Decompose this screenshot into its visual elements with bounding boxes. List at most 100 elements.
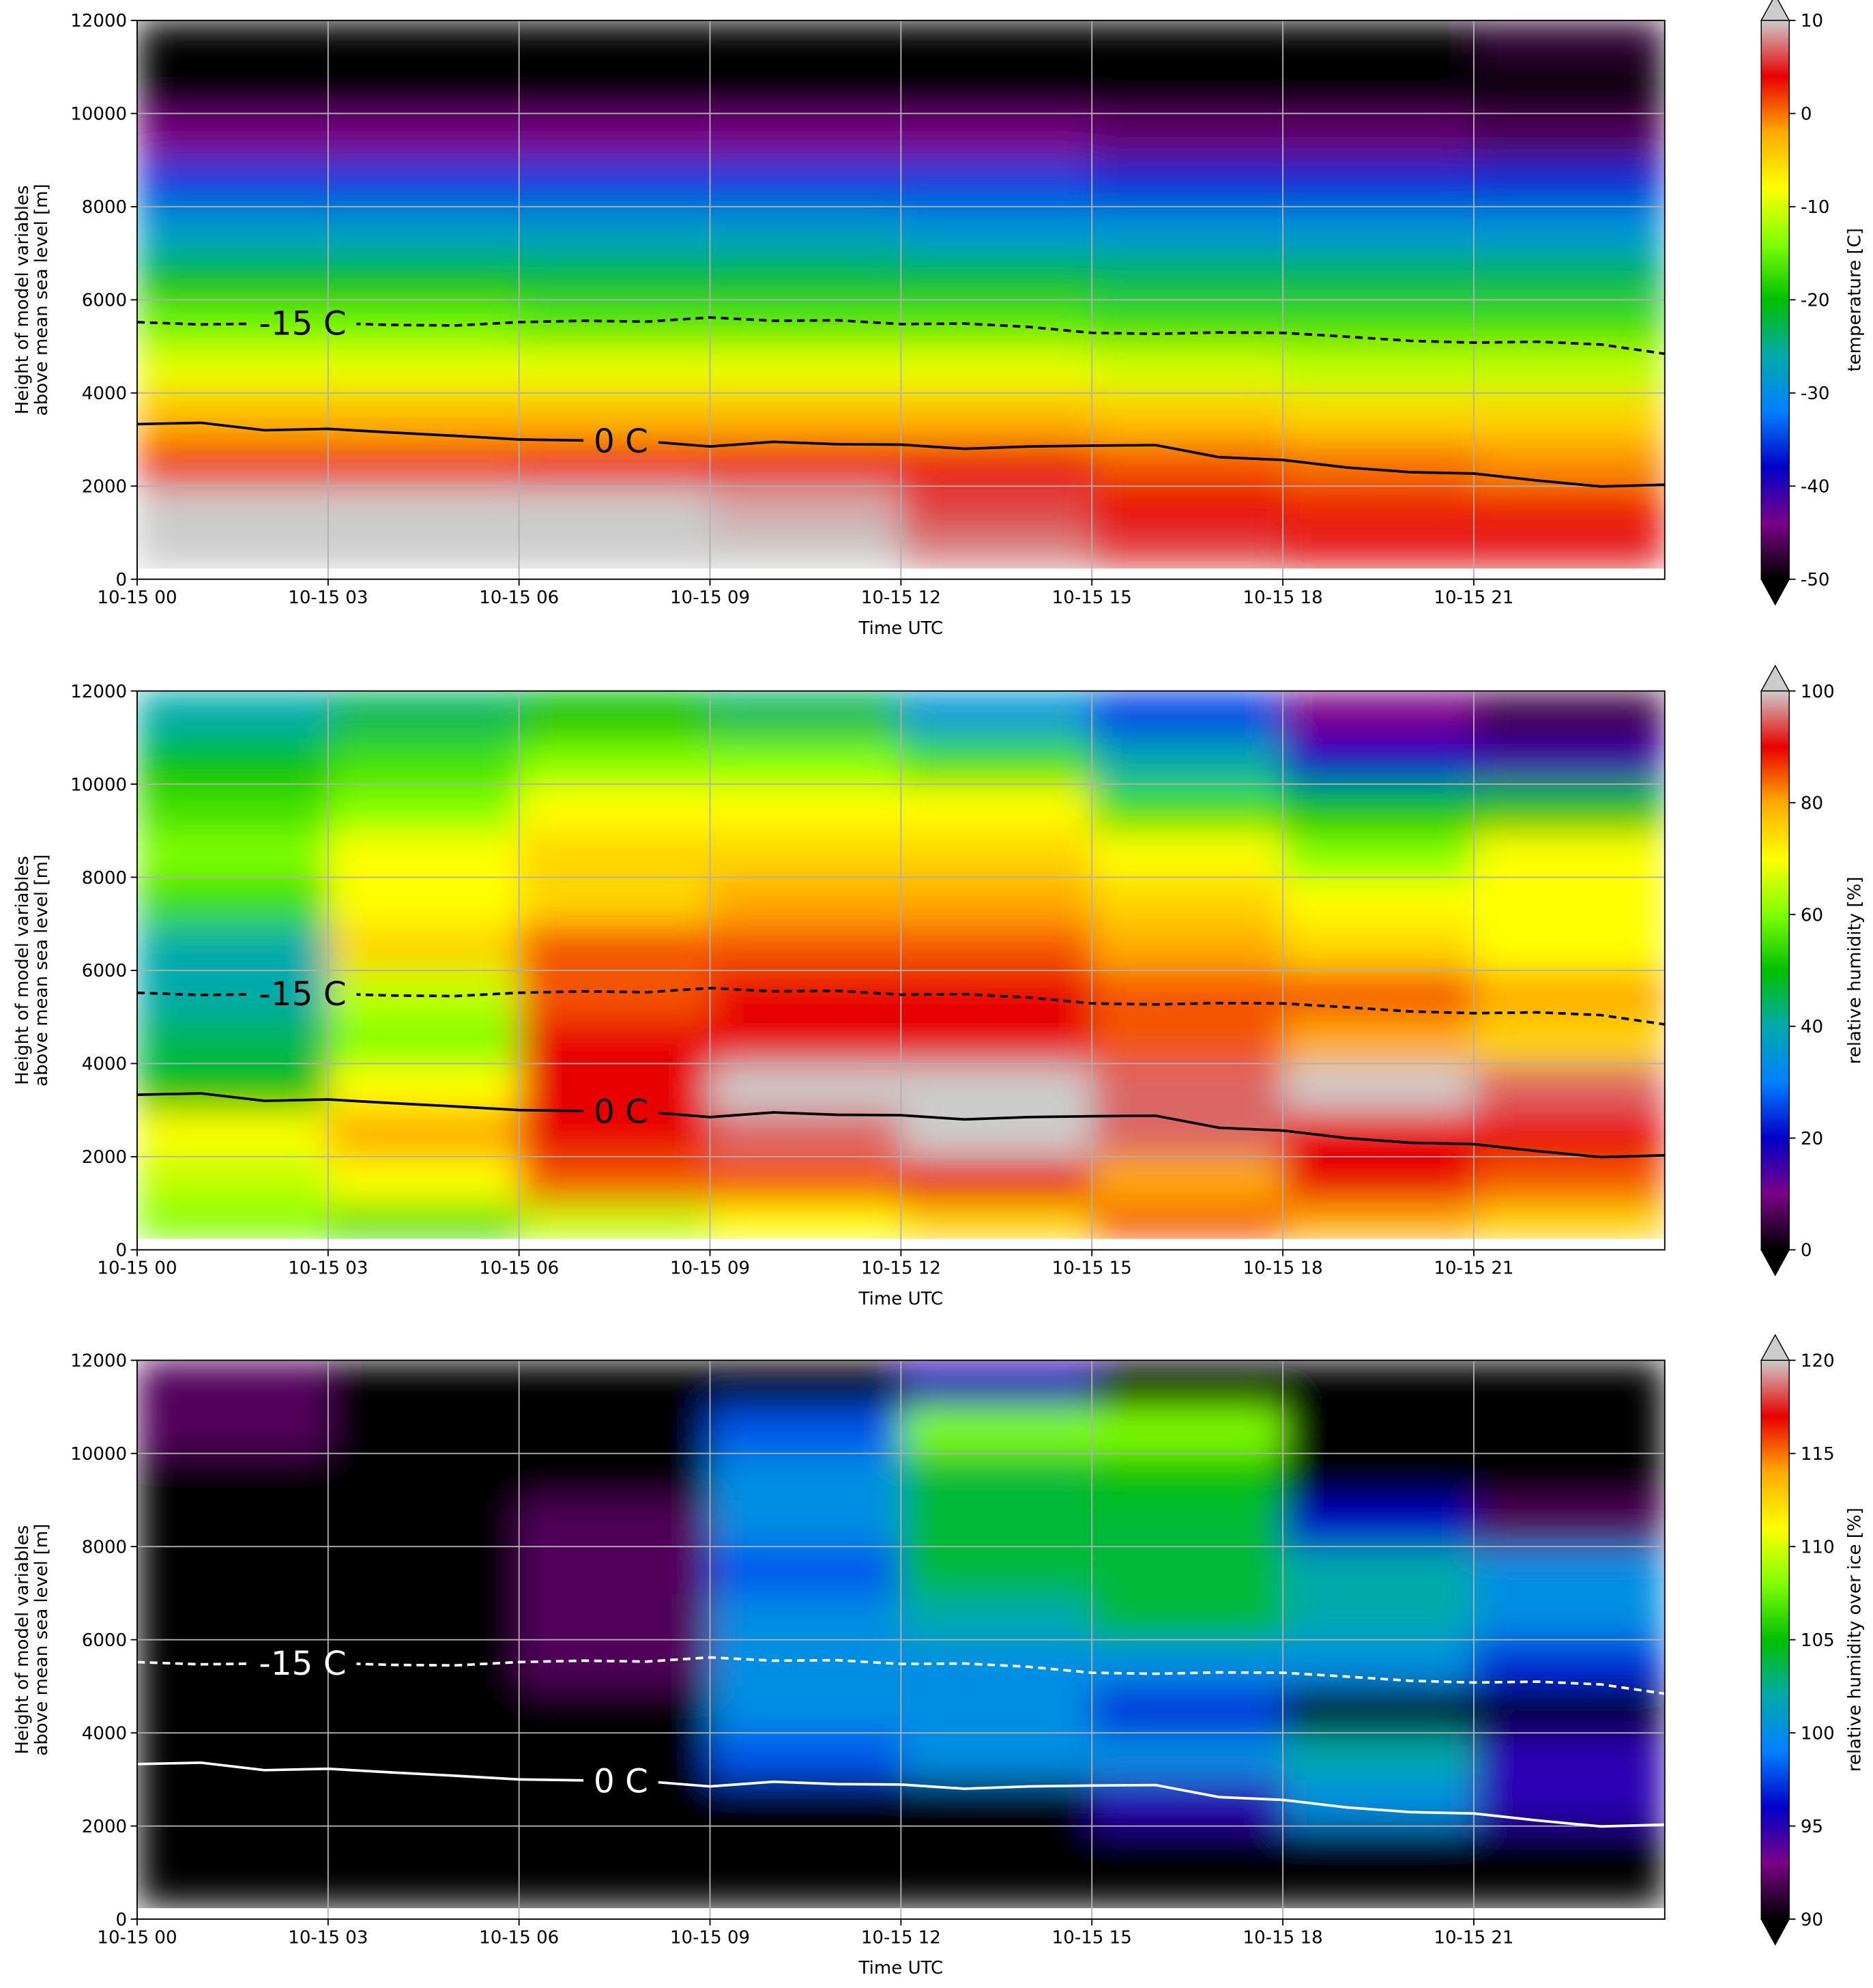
heatmap-cell (1283, 1826, 1475, 1873)
colorbar-tick-label: -10 (1801, 197, 1830, 218)
x-tick-label: 10-15 03 (288, 1927, 368, 1948)
x-tick-label: 10-15 00 (97, 1258, 177, 1279)
colorbar (1760, 690, 1790, 1251)
heatmap-cell (1092, 1639, 1284, 1687)
colorbar-label: temperature [C] (1844, 228, 1865, 372)
heatmap-cell (710, 1407, 902, 1454)
heatmap-cell (136, 1110, 329, 1157)
heatmap-cell (519, 1156, 711, 1205)
y-tick-label: 4000 (82, 1723, 127, 1744)
heatmap-cell (328, 1546, 520, 1594)
plot-frame (136, 690, 1666, 1251)
colorbar-tick-label: 80 (1801, 794, 1823, 814)
heatmap-cell (136, 737, 329, 785)
heatmap-cell (328, 160, 520, 207)
heatmap-cell (1092, 1360, 1284, 1408)
contour-label: 0 C (594, 1762, 648, 1800)
heatmap-cell (519, 1203, 711, 1239)
x-tick-label: 10-15 09 (670, 1258, 750, 1279)
heatmap-cell (136, 440, 329, 487)
heatmap-cell (1473, 1593, 1665, 1641)
heatmap-cell (1283, 532, 1475, 568)
heatmap-cell (519, 831, 711, 878)
heatmap-cell (1092, 1453, 1284, 1501)
heatmap-cell (328, 532, 520, 568)
heatmap-cell (710, 346, 902, 394)
heatmap-cell (1092, 1017, 1284, 1065)
heatmap-cell (136, 783, 329, 832)
heatmap-cell (328, 1872, 520, 1908)
colorbar-tick-label: -40 (1801, 477, 1830, 498)
heatmap-cell (1473, 1110, 1665, 1157)
heatmap-cell (1092, 532, 1284, 568)
heatmap-cell (1283, 346, 1475, 394)
x-tick-label: 10-15 18 (1243, 1258, 1323, 1279)
heatmap-cell (136, 1063, 329, 1111)
heatmap-cell (1473, 691, 1665, 738)
heatmap-cell (519, 1779, 711, 1827)
heatmap-cell (328, 1360, 520, 1408)
heatmap-cell (328, 691, 520, 738)
heatmap-cell (1092, 783, 1284, 832)
heatmap-cell (1092, 923, 1284, 971)
heatmap-cell (136, 1593, 329, 1641)
heatmap-cell (519, 1499, 711, 1548)
contour-line (136, 1761, 1665, 1828)
heatmap-cell (710, 1733, 902, 1781)
colorbar-tick-label: -20 (1801, 291, 1830, 311)
heatmap-cells (136, 20, 1665, 568)
colorbar-tick-label: 110 (1801, 1538, 1835, 1558)
heatmap-cell (136, 160, 329, 207)
heatmap-cell (519, 1063, 711, 1111)
x-tick-label: 10-15 03 (288, 588, 368, 608)
heatmap-cell (1092, 737, 1284, 785)
contour-label: 0 C (594, 422, 648, 461)
heatmap-cell (710, 831, 902, 878)
heatmap-cell (901, 1686, 1093, 1734)
heatmap-cell (136, 1453, 329, 1501)
heatmap-cell (1283, 923, 1475, 971)
heatmap-cell (136, 253, 329, 301)
colorbar-tick-label: 120 (1801, 1351, 1835, 1372)
heatmap-cell (901, 532, 1093, 568)
heatmap-cell (136, 1686, 329, 1734)
heatmap-cell (901, 1203, 1093, 1239)
heatmap-cell (901, 392, 1093, 440)
heatmap-cell (1092, 1826, 1284, 1873)
x-axis-label: Time UTC (858, 1288, 944, 1309)
heatmap-cell (1473, 1407, 1665, 1454)
x-tick-label: 10-15 09 (670, 1927, 750, 1948)
heatmap-cell (1283, 1546, 1475, 1594)
heatmap-cell (1473, 67, 1665, 115)
heatmap-cell (710, 1546, 902, 1594)
heatmap-cell (1092, 877, 1284, 925)
heatmap-cell (136, 67, 329, 115)
heatmap-cell (328, 1110, 520, 1157)
heatmap-cell (328, 440, 520, 487)
heatmap-cell (1473, 1017, 1665, 1065)
heatmap-cell (901, 1453, 1093, 1501)
heatmap-cell (136, 392, 329, 440)
heatmap-cell (519, 440, 711, 487)
heatmap-cell (519, 1872, 711, 1908)
contours (136, 1656, 1665, 1828)
x-tick-label: 10-15 21 (1434, 1927, 1513, 1948)
colorbar-tick-label: 0 (1801, 104, 1812, 125)
heatmap-cell (1092, 1733, 1284, 1781)
heatmap-cell (519, 691, 711, 738)
heatmap-cell (1473, 1826, 1665, 1873)
heatmap-cell (1283, 206, 1475, 255)
heatmap-cell (328, 67, 520, 115)
heatmap-cell (1283, 300, 1475, 347)
heatmap-cell (1473, 783, 1665, 832)
heatmap-cell (901, 1499, 1093, 1548)
x-tick-label: 10-15 12 (861, 588, 941, 608)
heatmap-cell (328, 206, 520, 255)
heatmap-cell (1283, 486, 1475, 534)
heatmap-cell (136, 1203, 329, 1239)
heatmap-cell (328, 1733, 520, 1781)
heatmap-cell (1283, 1686, 1475, 1734)
heatmap-cell (1473, 1872, 1665, 1908)
heatmap-cell (1283, 1453, 1475, 1501)
